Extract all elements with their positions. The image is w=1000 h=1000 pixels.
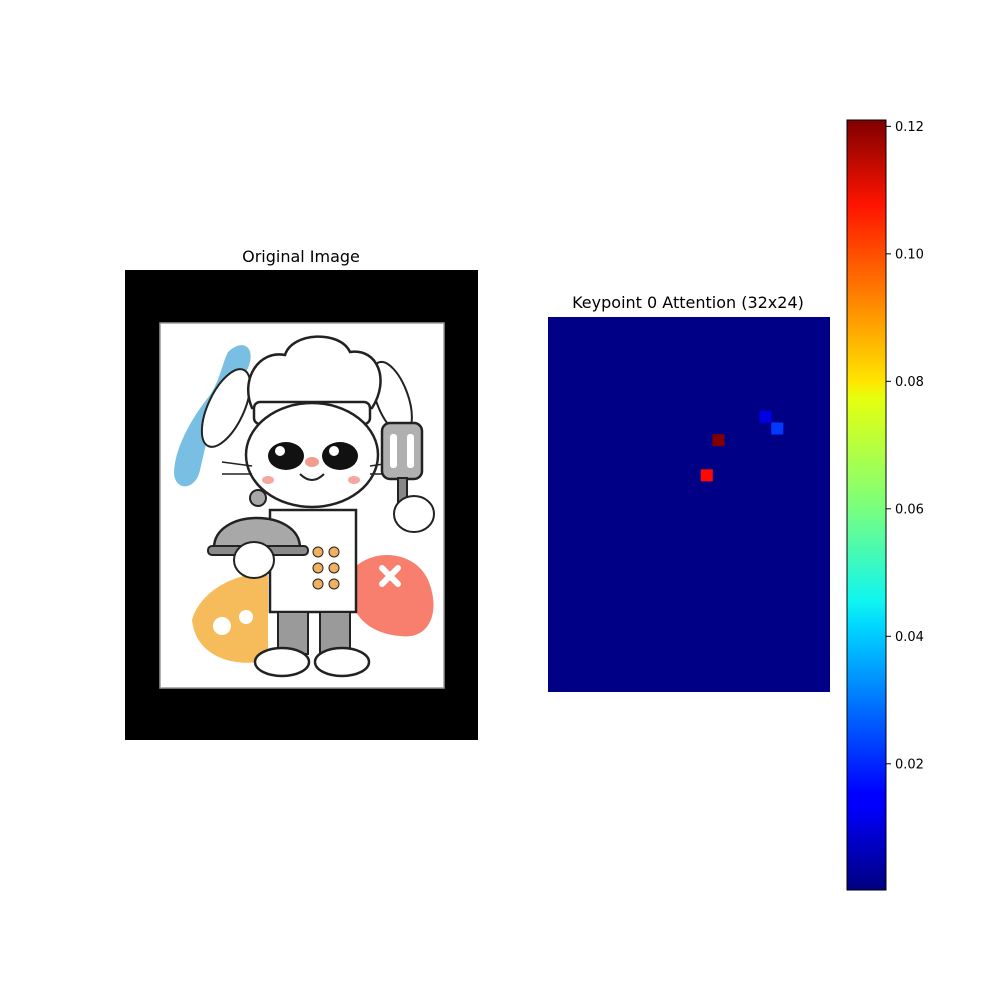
heatmap-title: Keypoint 0 Attention (32x24) [572,293,804,312]
cheese-shape [192,574,268,663]
left-cheek [262,476,274,484]
left-eye [268,442,304,470]
rabbit-chef-cartoon [174,335,435,678]
spatula-slot [407,434,414,468]
right-hand [393,495,435,533]
coat-button [328,578,340,590]
head [244,401,380,509]
mouth [299,473,325,481]
right-leg [319,611,351,655]
cheese-hole [239,610,253,624]
heatmap-cell [771,422,784,435]
right-eye [322,442,358,470]
colorbar-ticks: 0.02 0.04 0.06 0.08 0.10 0.12 [886,120,924,772]
meat-shape [352,554,434,637]
original-image [125,270,478,740]
right-cheek [348,476,360,484]
coat-button [312,562,324,574]
left-ear [200,368,252,448]
colorbar-tick-label: 0.06 [895,502,924,517]
colorbar-tick-label: 0.10 [895,247,924,262]
spatula-slot [390,434,397,468]
attention-heatmap [548,317,830,692]
nose [305,457,319,467]
colorbar-tick-label: 0.08 [895,375,924,390]
whiskers [221,461,399,475]
right-foot [313,646,371,678]
cheese-hole [213,617,231,635]
coat-button [328,562,340,574]
heatmap-cell [700,469,713,482]
left-foot [253,646,311,678]
colorbar-tick-label: 0.12 [895,120,924,135]
colorbar-tick-label: 0.04 [895,630,924,645]
meat-cross [379,565,401,587]
heatmap-cell [712,434,725,447]
colorbar [846,119,887,891]
coat-button [328,546,340,558]
colorbar-tick-label: 0.02 [895,757,924,772]
chef-hat [246,335,382,410]
heatmap-cell [759,410,772,423]
coat-button [312,578,324,590]
eye-highlight [275,446,285,456]
heatmap-background [548,317,830,692]
spatula-head [380,421,424,481]
cloche-knob [249,489,267,507]
cloche-dome [212,516,302,550]
coat-button [312,546,324,558]
original-image-title: Original Image [242,247,360,266]
eye-highlight [329,446,339,456]
left-hand [233,541,275,579]
